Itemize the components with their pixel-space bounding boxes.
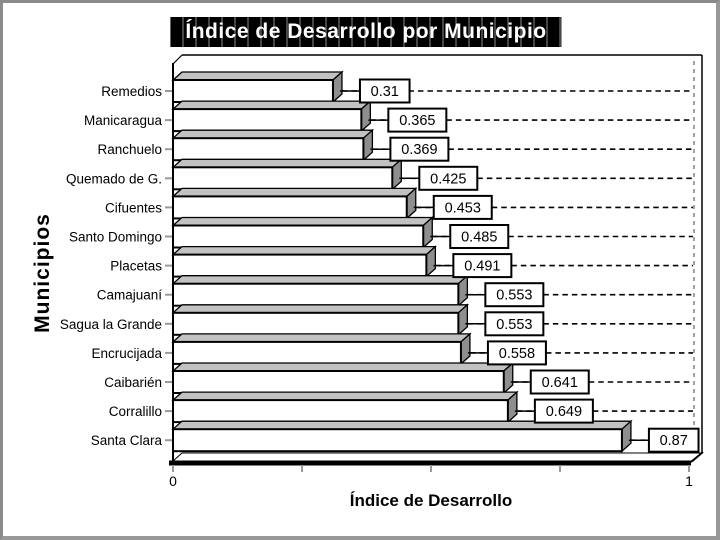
category-label: Sagua la Grande [60, 317, 162, 332]
bar-front-face [172, 195, 408, 220]
category-label: Camajuaní [97, 288, 163, 303]
category-label: Santo Domingo [69, 230, 162, 245]
value-callout-box [387, 107, 448, 133]
category-label: Manicaragua [84, 113, 163, 128]
value-label: 0.558 [499, 346, 535, 362]
x-axis-title: Índice de Desarrollo [349, 491, 513, 510]
category-label: Santa Clara [91, 433, 163, 448]
bar-front-face [172, 428, 623, 453]
bar-top-face [171, 333, 472, 343]
value-label: 0.425 [430, 171, 466, 187]
bar-front-face [172, 137, 365, 162]
bar-front-face [172, 370, 505, 394]
bar-front-face [172, 108, 363, 133]
value-label: 0.641 [542, 375, 578, 391]
value-callout-box [358, 78, 411, 104]
category-label: Encrucijada [91, 346, 162, 361]
bar-front-face [172, 166, 394, 191]
value-label: 0.485 [461, 230, 497, 246]
plot-frame-topleft-diagonal [172, 54, 183, 65]
bar-front-face [172, 311, 460, 336]
value-label: 0.491 [464, 259, 500, 275]
value-label: 0.365 [399, 113, 435, 129]
bar-top-face [171, 275, 470, 285]
value-callout-box [484, 311, 545, 337]
bar-front-face [172, 340, 462, 365]
bar-chart: Remedios Manicaragua Ranchuelo Quemado de G… [60, 54, 704, 489]
bar-top-face [171, 245, 438, 256]
value-callout-box [432, 194, 493, 220]
value-callout-box [529, 369, 590, 395]
bar-front-face [172, 399, 509, 424]
bar-front-face [172, 79, 334, 103]
value-label: 0.87 [660, 433, 688, 449]
value-label: 0.553 [496, 288, 532, 304]
category-label: Placetas [110, 259, 162, 274]
value-callout-box [533, 398, 594, 424]
x-axis-corner-diagonal [690, 451, 704, 463]
category-label: Quemado de G. [66, 171, 162, 186]
value-label: 0.553 [496, 317, 532, 333]
bar-front-face [172, 224, 425, 249]
x-tick-label: 1 [685, 473, 693, 489]
chart-title: Índice de Desarrollo por Municipio [170, 17, 562, 47]
value-callout-box [449, 224, 510, 249]
value-callout-box [486, 340, 547, 366]
category-label: Corralillo [109, 404, 162, 419]
value-label: 0.453 [445, 200, 481, 216]
bar-top-face [171, 71, 344, 81]
bar-top-face [171, 129, 375, 139]
bar-top-face [171, 187, 418, 198]
bar-top-face [171, 216, 434, 227]
value-label: 0.369 [401, 142, 437, 158]
bar-top-face [171, 304, 470, 314]
value-callout-box [418, 165, 479, 191]
category-label: Ranchuelo [97, 142, 162, 157]
bar-front-face [172, 253, 428, 278]
value-callout-box [389, 136, 450, 162]
bar-front-face [172, 282, 460, 307]
category-label: Cifuentes [105, 200, 162, 215]
plot-floor [171, 452, 704, 462]
category-label: Remedios [101, 84, 162, 99]
value-callout-box [452, 253, 513, 279]
bar-top-face [171, 158, 404, 168]
bar-top-face [171, 100, 373, 110]
value-label: 0.31 [371, 84, 399, 100]
value-callout-box [647, 427, 700, 453]
x-tick-label: 0 [169, 473, 177, 489]
bar-top-face [171, 362, 515, 372]
bar-top-face [171, 391, 519, 401]
value-label: 0.649 [546, 404, 582, 420]
value-callout-box [484, 282, 545, 308]
category-label: Caibarién [104, 375, 162, 390]
